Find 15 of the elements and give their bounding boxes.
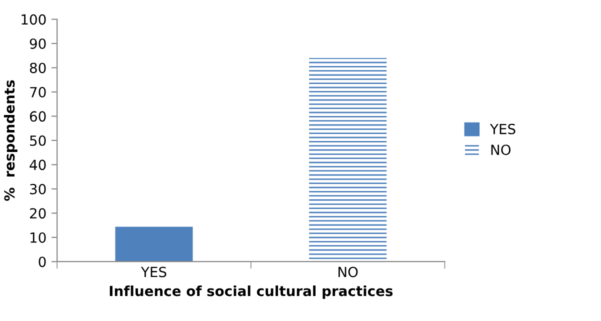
y-tick-label: 70 [30,86,46,98]
y-tick-label: 10 [30,232,46,243]
y-tick-label: 0 [38,256,46,268]
legend-label: YES [490,124,516,134]
x-axis-title: Influence of social cultural practices [110,285,393,299]
y-tick-label: 50 [30,135,46,146]
y-tick-label: 80 [30,62,46,74]
legend-label: NO [491,144,511,156]
y-tick-label: 60 [30,111,46,122]
y-tick-label: 100 [22,14,46,25]
y-tick-label: 90 [30,38,46,49]
y-axis-title: % respondents [4,80,18,201]
y-tick-label: 20 [30,208,46,219]
y-tick-label: 40 [30,160,46,170]
y-tick-label: 30 [30,184,46,194]
